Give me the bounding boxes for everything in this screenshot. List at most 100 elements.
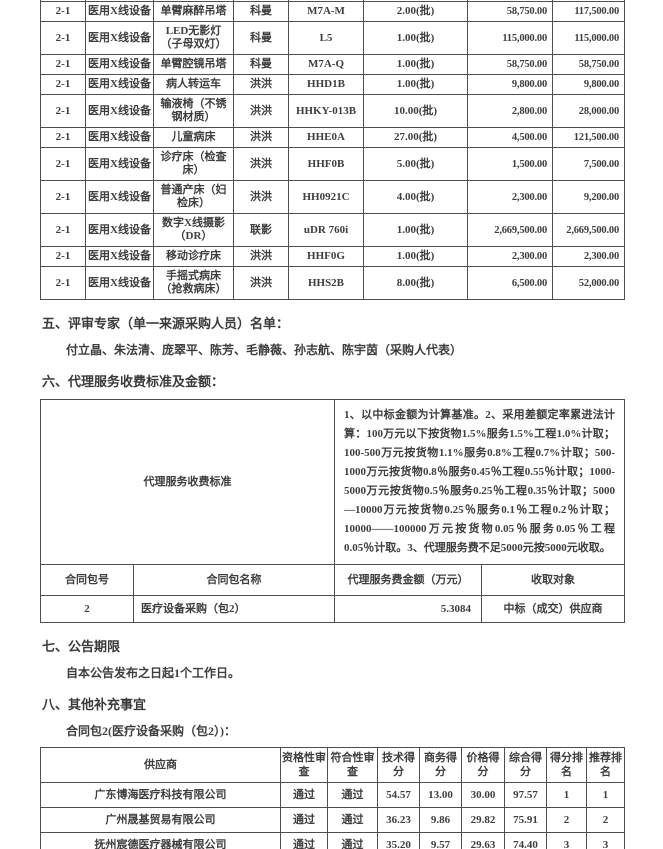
table-header-row: 合同包号 合同包名称 代理服务费金额（万元） 收取对象 — [40, 564, 626, 596]
table-row: 2 医疗设备采购（包2） 5.3084 中标（成交）供应商 — [40, 595, 626, 623]
table-cell: 单臂腔镜吊塔 — [153, 54, 234, 75]
table-cell: 9.86 — [419, 807, 462, 833]
table-row: 抚州宸德医疗器械有限公司 通过 通过 35.20 9.57 29.63 74.40 3 3 — [40, 832, 625, 849]
table-row: 广东博海医疗科技有限公司 通过 通过 54.57 13.00 30.00 97.57 1 1 — [40, 782, 625, 808]
table-row: 2-1 医用X线设备 普通产床（妇检床） 洪洪 HH0921C 4.00(批) 2,300.… — [40, 180, 625, 214]
table-cell: 2-1 — [40, 180, 86, 214]
table-cell: 115,000.00 — [552, 21, 625, 55]
score-table-header: 供应商 资格性审查 符合性审查 技术得分 商务得分 价格得分 综合得分 得分排名 推荐排名 — [40, 747, 625, 783]
column-header: 资格性审查 — [280, 747, 328, 783]
table-cell: 科曼 — [233, 21, 289, 55]
table-cell: 洪洪 — [233, 266, 289, 300]
table-cell: 医用X线设备 — [85, 246, 154, 267]
table-cell: 2 — [546, 807, 587, 833]
table-cell: 手摇式病床（抢救病床） — [153, 266, 234, 300]
table-cell: HHKY-013B — [288, 94, 364, 128]
table-cell: 29.63 — [461, 832, 505, 849]
table-cell: 13.00 — [419, 782, 462, 808]
table-cell: 2-1 — [40, 21, 86, 55]
table-cell: 医用X线设备 — [85, 180, 154, 214]
table-cell: 5.00(批) — [363, 147, 468, 181]
table-cell: 洪洪 — [233, 180, 289, 214]
table-cell: 54.57 — [377, 782, 420, 808]
column-header: 符合性审查 — [327, 747, 378, 783]
table-cell: 6,500.00 — [467, 266, 553, 300]
table-cell: LED无影灯（子母双灯） — [153, 21, 234, 55]
table-cell: 9.57 — [419, 832, 462, 849]
table-cell: 2-1 — [40, 246, 86, 267]
table-cell: L5 — [288, 21, 364, 55]
table-cell: 28,000.00 — [552, 94, 625, 128]
table-row: 代理服务收费标准 1、以中标金额为计算基准。2、采用差额定率累进法计算：100万… — [40, 399, 626, 565]
column-header: 技术得分 — [377, 747, 420, 783]
table-cell: 2-1 — [40, 127, 86, 148]
table-cell: 1.00(批) — [363, 246, 468, 267]
table-cell: 9,800.00 — [467, 74, 553, 95]
table-cell: 洪洪 — [233, 94, 289, 128]
table-cell: 科曼 — [233, 54, 289, 75]
table-cell: 1.00(批) — [363, 74, 468, 95]
table-cell: 2,800.00 — [467, 94, 553, 128]
table-cell: uDR 760i — [288, 213, 364, 247]
table-cell: 9,800.00 — [552, 74, 625, 95]
column-header: 得分排名 — [546, 747, 587, 783]
table-cell: 2-1 — [40, 147, 86, 181]
table-cell: 58,750.00 — [552, 54, 625, 75]
table-cell: 通过 — [280, 832, 328, 849]
table-cell: 27.00(批) — [363, 127, 468, 148]
table-cell: HH0921C — [288, 180, 364, 214]
fee-standard-text: 1、以中标金额为计算基准。2、采用差额定率累进法计算：100万元以下按货物1.5… — [333, 399, 626, 565]
table-cell: 1 — [586, 782, 625, 808]
table-cell: 1.00(批) — [363, 54, 468, 75]
table-cell: 输液椅（不锈钢材质） — [153, 94, 234, 128]
notice-period-text: 自本公告发布之日起1个工作日。 — [66, 666, 241, 680]
table-cell: 74.40 — [504, 832, 547, 849]
other-package-subtitle: 合同包2(医疗设备采购（包2）)： — [66, 724, 236, 738]
table-cell: 儿童病床 — [153, 127, 234, 148]
section-notice-period-heading: 七、公告期限 — [42, 639, 121, 654]
column-header: 综合得分 — [504, 747, 547, 783]
table-cell: 医用X线设备 — [85, 74, 154, 95]
table-cell: HHF0B — [288, 147, 364, 181]
fee-package-name: 医疗设备采购（包2） — [133, 595, 335, 623]
section-agency-fee-heading: 六、代理服务收费标准及金额： — [42, 374, 225, 389]
table-cell: 医用X线设备 — [85, 94, 154, 128]
table-row: 2-1 医用X线设备 单臂麻醉吊塔 科曼 M7A-M 2.00(批) 58,750.00 11… — [40, 1, 625, 22]
table-row: 2-1 医用X线设备 移动诊疗床 洪洪 HHF0G 1.00(批) 2,300.00 2,30… — [40, 246, 625, 267]
table-cell: 2,669,500.00 — [467, 213, 553, 247]
table-cell: HHE0A — [288, 127, 364, 148]
table-cell: 洪洪 — [233, 74, 289, 95]
table-cell: 9,200.00 — [552, 180, 625, 214]
table-cell: HHF0G — [288, 246, 364, 267]
table-row: 2-1 医用X线设备 儿童病床 洪洪 HHE0A 27.00(批) 4,500.00 121,… — [40, 127, 625, 148]
table-cell: 2 — [586, 807, 625, 833]
table-cell: 1 — [546, 782, 587, 808]
table-cell: 通过 — [327, 832, 378, 849]
table-cell: 抚州宸德医疗器械有限公司 — [40, 832, 281, 849]
table-row: 2-1 医用X线设备 数字X线摄影（DR） 联影 uDR 760i 1.00(批) 2,66… — [40, 213, 625, 247]
agency-fee-table: 代理服务收费标准 1、以中标金额为计算基准。2、采用差额定率累进法计算：100万… — [40, 399, 626, 623]
table-cell: 2-1 — [40, 213, 86, 247]
table-cell: 58,750.00 — [467, 1, 553, 22]
table-cell: 1.00(批) — [363, 213, 468, 247]
table-cell: 29.82 — [461, 807, 505, 833]
table-cell: 2,300.00 — [467, 180, 553, 214]
table-cell: 3 — [546, 832, 587, 849]
column-header-fee-amount: 代理服务费金额（万元） — [334, 564, 482, 596]
table-cell: 科曼 — [233, 1, 289, 22]
table-cell: 2-1 — [40, 266, 86, 300]
table-cell: 1,500.00 — [467, 147, 553, 181]
column-header: 商务得分 — [419, 747, 462, 783]
table-cell: 3 — [586, 832, 625, 849]
column-header-package-no: 合同包号 — [40, 564, 134, 596]
table-cell: 移动诊疗床 — [153, 246, 234, 267]
column-header-charged-party: 收取对象 — [480, 564, 626, 596]
table-cell: 4,500.00 — [467, 127, 553, 148]
supplier-score-table: 供应商 资格性审查 符合性审查 技术得分 商务得分 价格得分 综合得分 得分排名 推荐排名 广东… — [40, 747, 625, 849]
table-cell: 联影 — [233, 213, 289, 247]
table-cell: 通过 — [280, 807, 328, 833]
table-cell: M7A-M — [288, 1, 364, 22]
table-cell: 2-1 — [40, 1, 86, 22]
fee-charged-party: 中标（成交）供应商 — [480, 595, 626, 623]
table-cell: HHS2B — [288, 266, 364, 300]
